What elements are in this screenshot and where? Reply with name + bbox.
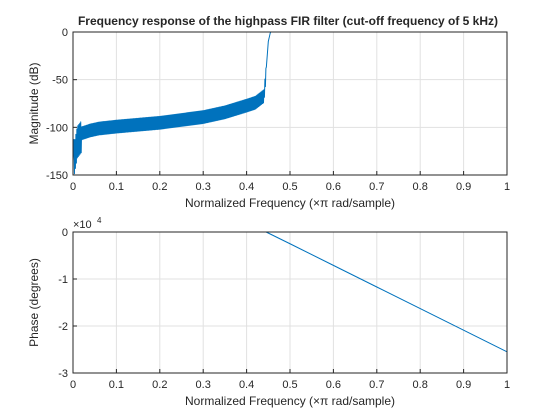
phase-y-tick-label: -3	[58, 368, 68, 380]
magnitude-x-tick-label: 0.1	[109, 181, 124, 193]
phase-y-tick-label: 0	[62, 227, 68, 239]
magnitude-y-tick-label: -50	[52, 75, 68, 87]
phase-x-tick-label: 0.1	[109, 379, 124, 391]
magnitude-x-tick-label: 0.5	[282, 181, 297, 193]
phase-y-tick-label: -2	[58, 321, 68, 333]
phase-x-tick-label: 0.3	[196, 379, 211, 391]
magnitude-x-tick-label: 0.9	[456, 181, 471, 193]
magnitude-x-tick-label: 0.8	[413, 181, 428, 193]
magnitude-x-tick-label: 0.7	[369, 181, 384, 193]
magnitude-x-tick-label: 0.6	[326, 181, 341, 193]
phase-x-tick-label: 0	[70, 379, 76, 391]
phase-y-tick-label: -1	[58, 274, 68, 286]
magnitude-axes-box	[72, 31, 508, 176]
magnitude-y-tick-label: -100	[46, 122, 68, 134]
phase-x-tick-label: 1	[504, 379, 510, 391]
phase-x-tick-label: 0.8	[413, 379, 428, 391]
phase-x-tick-label: 0.4	[239, 379, 254, 391]
phase-x-tick-label: 0.9	[456, 379, 471, 391]
phase-x-tick-label: 0.5	[282, 379, 297, 391]
chart-title: Frequency response of the highpass FIR f…	[78, 14, 498, 28]
magnitude-x-tick-label: 0.4	[239, 181, 254, 193]
magnitude-y-tick-label: -150	[46, 170, 68, 182]
magnitude-x-tick-label: 1	[504, 181, 510, 193]
phase-x-tick-label: 0.6	[326, 379, 341, 391]
magnitude-y-tick-label: 0	[62, 27, 68, 39]
magnitude-x-tick-label: 0	[70, 181, 76, 193]
phase-y-axis-label: Phase (degrees)	[27, 258, 41, 347]
phase-x-axis-label: Normalized Frequency (×π rad/sample)	[185, 394, 395, 408]
magnitude-x-axis-label: Normalized Frequency (×π rad/sample)	[185, 196, 395, 210]
phase-axes: 0 0.1 0.2 0.3 0.4 0.5 0.6 0.7 0.8 0.9 1 -3 -2 -1 0 Norm…	[27, 216, 510, 408]
magnitude-axes: 0 0.1 0.2 0.3 0.4 0.5 0.6 0.7 0.8 0.9 1 -150 -100 -50…	[27, 27, 510, 210]
magnitude-x-tick-label: 0.2	[152, 181, 167, 193]
magnitude-y-axis-label: Magnitude (dB)	[27, 62, 41, 144]
phase-x-tick-label: 0.7	[369, 379, 384, 391]
phase-axes-box	[72, 231, 508, 374]
magnitude-x-tick-label: 0.3	[196, 181, 211, 193]
phase-x-tick-label: 0.2	[152, 379, 167, 391]
phase-exponent-label: ×10	[73, 219, 92, 231]
phase-exponent-power: 4	[97, 216, 102, 225]
